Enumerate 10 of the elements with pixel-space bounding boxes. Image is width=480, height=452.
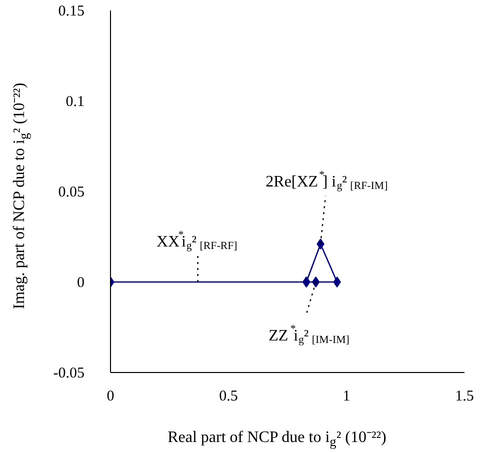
- y-tick-label: -0.05: [53, 366, 85, 382]
- x-tick-label: 1.5: [455, 388, 474, 404]
- x-axis-title: Real part of NCP due to i$_{g}$² (10⁻²²): [166, 428, 388, 452]
- y-tick-label: 0: [77, 275, 84, 291]
- x-tick-label: 0: [106, 388, 114, 404]
- x-tick-label: 0.5: [219, 388, 238, 404]
- y-tick-label: 0.05: [58, 184, 84, 200]
- x-tick-label: 1: [342, 388, 350, 404]
- y-tick-label: 0.1: [66, 94, 84, 110]
- y-tick-label: 0.15: [58, 4, 84, 20]
